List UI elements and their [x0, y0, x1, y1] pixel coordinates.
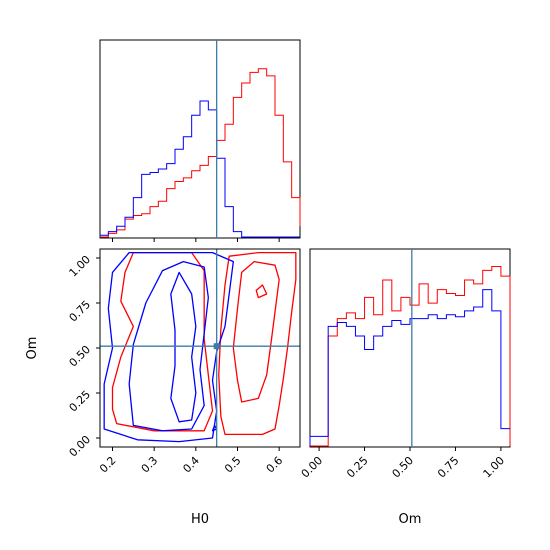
axis-labels: H0 Om Om [25, 337, 421, 527]
om-axis-label: Om [399, 512, 422, 527]
contour-series-1-level-2 [232, 260, 280, 403]
contour-series-1-level-4 [255, 284, 268, 299]
contour-series-1-level-1 [218, 251, 297, 436]
h0-hist-series-1 [100, 68, 301, 238]
om-ytick-label: 0.75 [67, 298, 94, 325]
contour-series-1-level-3 [111, 251, 214, 432]
om-ytick-label: 0.25 [67, 388, 94, 415]
h0-om-contour-panel: 0.2 0.3 0.4 0.5 0.6 0.00 0.25 0.50 0.75 1.00 [67, 248, 301, 476]
contour-series-2-level-1 [103, 251, 234, 443]
om-marginal-frame [309, 248, 511, 448]
h0-xtick-label: 0.3 [139, 454, 161, 476]
om-ytick-label: 0.00 [67, 433, 94, 460]
h0-axis-label: H0 [191, 512, 209, 527]
om-ytick-label: 1.00 [67, 253, 94, 280]
om-hist-series-2 [309, 289, 510, 446]
om-xtick-label: 0.25 [344, 454, 371, 481]
h0-xtick-label: 0.5 [222, 454, 244, 476]
h0-hist-series-2 [99, 100, 300, 238]
om-xtick-label: 0.00 [299, 454, 326, 481]
om-y-axis-label: Om [25, 337, 40, 360]
contour-series-2-level-3 [170, 271, 197, 423]
h0-xtick-label: 0.2 [97, 454, 119, 476]
h0-marginal-panel [99, 39, 301, 242]
om-xtick-label: 1.00 [481, 454, 508, 481]
h0-marginal-frame [99, 39, 301, 239]
om-xtick-label: 0.75 [435, 454, 462, 481]
om-xtick-label: 0.50 [390, 454, 417, 481]
om-hist-series-1 [310, 266, 511, 447]
om-ytick-label: 0.50 [67, 343, 94, 370]
h0-xtick-label: 0.4 [180, 454, 202, 476]
om-marginal-panel: 0.00 0.25 0.50 0.75 1.00 [299, 248, 511, 481]
contour-layer [103, 251, 297, 443]
h0-xtick-label: 0.6 [264, 454, 286, 476]
contour-series-2-level-2 [128, 260, 209, 432]
contour-series-2-level-4 [211, 424, 218, 432]
truth-marker [213, 343, 220, 350]
